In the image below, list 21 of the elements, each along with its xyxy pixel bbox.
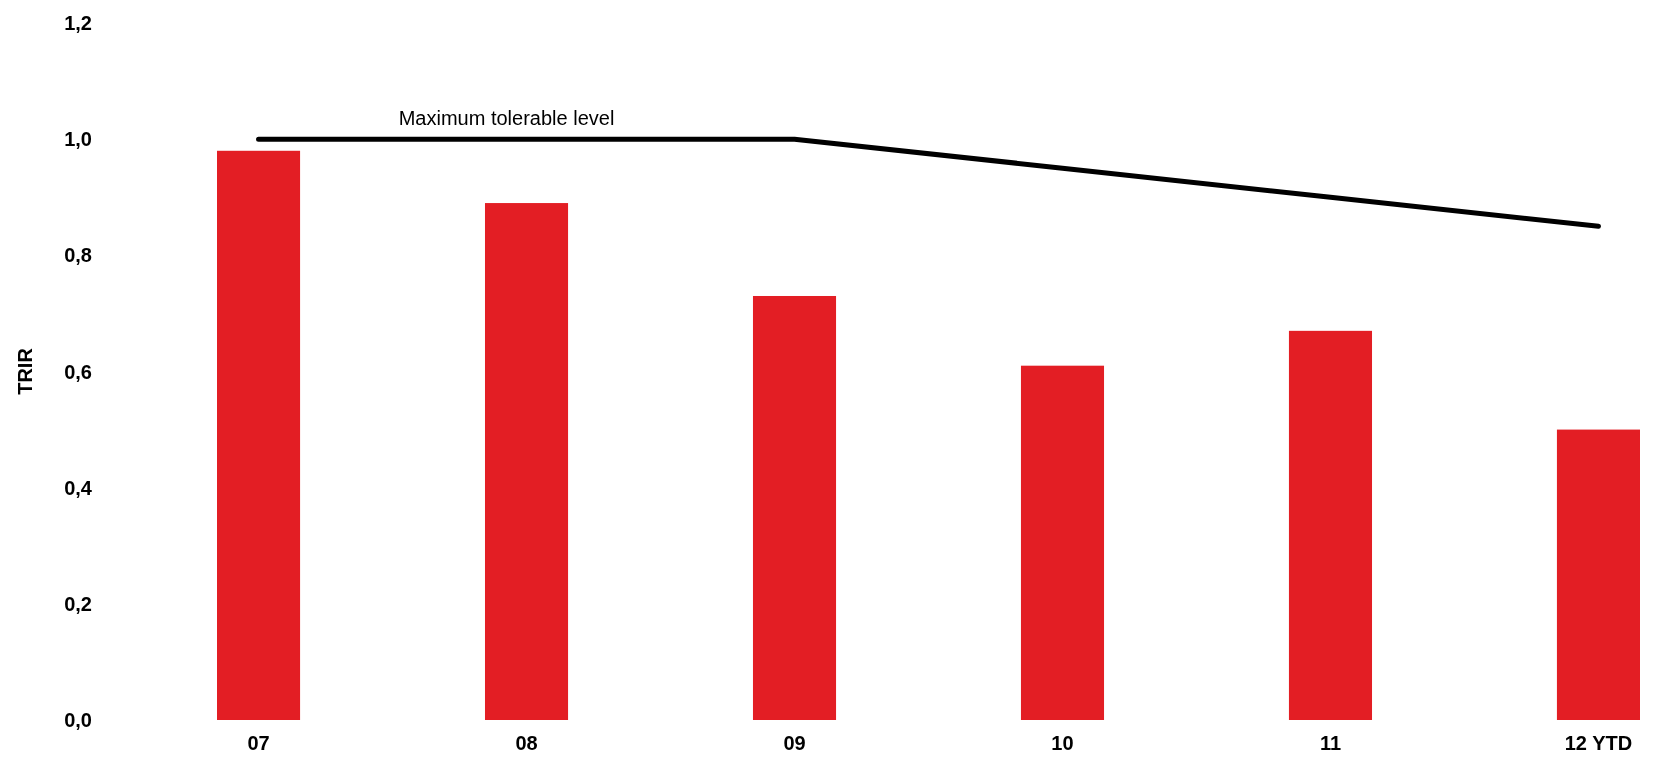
y-tick-label: 0,2 bbox=[64, 592, 92, 615]
bar bbox=[1556, 429, 1640, 720]
x-tick-label: 11 bbox=[1319, 732, 1342, 754]
y-tick-label: 1,0 bbox=[64, 128, 92, 151]
y-tick-label: 0,0 bbox=[64, 709, 92, 731]
bar bbox=[1020, 365, 1105, 720]
x-tick-label: 10 bbox=[1051, 732, 1074, 754]
y-tick-label: 0,4 bbox=[64, 476, 93, 499]
bar bbox=[1288, 330, 1373, 720]
bar bbox=[752, 295, 837, 720]
x-tick-label: 07 bbox=[247, 732, 270, 754]
y-tick-label: 0,6 bbox=[64, 360, 92, 383]
series-label: Maximum tolerable level bbox=[398, 107, 615, 130]
x-tick-label: 09 bbox=[783, 732, 806, 754]
y-axis-title: TRIR bbox=[14, 347, 36, 395]
bar bbox=[217, 150, 301, 720]
y-tick-label: 0,8 bbox=[64, 244, 92, 267]
x-tick-label: 12 YTD bbox=[1564, 732, 1633, 754]
x-tick-label: 08 bbox=[515, 732, 538, 754]
y-tick-label: 1,2 bbox=[64, 12, 92, 34]
bar bbox=[484, 203, 569, 720]
